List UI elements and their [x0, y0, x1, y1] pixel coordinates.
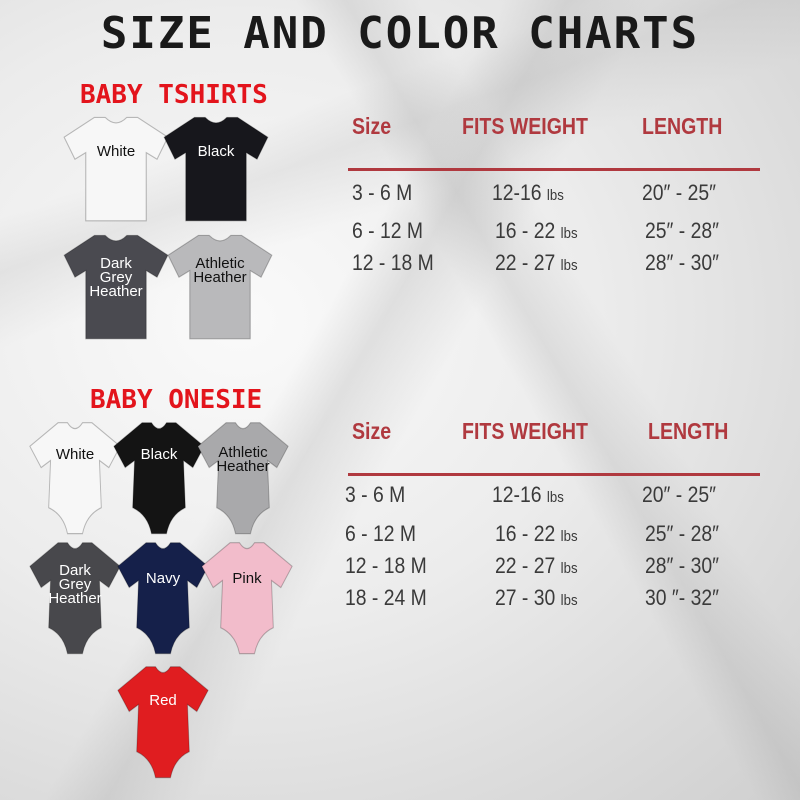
weight-cell: 22 - 27 lbs	[495, 250, 578, 276]
onesie-shape-icon	[201, 542, 293, 655]
weight-cell: 16 - 22 lbs	[495, 218, 578, 244]
unit-label: lbs	[546, 187, 564, 204]
color-label: Black	[140, 446, 178, 463]
size-cell: 6 - 12 M	[352, 218, 423, 244]
color-label: Navy	[145, 570, 181, 587]
cell-value: 25″ - 28″	[645, 218, 719, 243]
unit-label: lbs	[560, 592, 578, 609]
cell-value: 12 - 18 M	[352, 250, 434, 275]
color-label: Pink	[232, 570, 262, 587]
color-label: Dark Grey Heather	[89, 255, 143, 300]
size-cell: 12 - 18 M	[345, 553, 427, 579]
color-label: Black	[197, 143, 235, 160]
length-cell: 20″ - 25″	[642, 482, 716, 508]
onesie-shape-icon	[117, 666, 209, 779]
weight-cell: 12-16 lbs	[492, 482, 564, 508]
cell-value: 30 ″- 32″	[645, 585, 719, 610]
color-label: Red	[149, 692, 177, 709]
cell-value: 12-16	[492, 180, 542, 205]
cell-value: 20″ - 25″	[642, 482, 716, 507]
column-header: Size	[352, 418, 392, 444]
color-label: Athletic Heather	[193, 255, 247, 286]
onesie-shape-icon	[29, 422, 121, 535]
cell-value: 3 - 6 M	[352, 180, 413, 205]
column-header: Size	[352, 113, 392, 139]
onesie-shape-icon	[113, 422, 205, 535]
weight-cell: 16 - 22 lbs	[495, 521, 578, 547]
tshirt-shape-icon	[63, 234, 169, 340]
onesie-black: Black	[112, 418, 206, 536]
length-cell: 28″ - 30″	[645, 250, 719, 276]
cell-value: 18 - 24 M	[345, 585, 427, 610]
cell-value: 16 - 22	[495, 218, 556, 243]
cell-value: 22 - 27	[495, 250, 556, 275]
column-header: LENGTH	[648, 418, 729, 444]
cell-value: 12 - 18 M	[345, 553, 427, 578]
cell-value: 28″ - 30″	[645, 553, 719, 578]
onesies-heading: BABY ONESIE	[90, 385, 263, 415]
cell-value: 3 - 6 M	[345, 482, 406, 507]
page-title: SIZE AND COLOR CHARTS	[100, 8, 700, 59]
cell-value: 25″ - 28″	[645, 521, 719, 546]
weight-cell: 27 - 30 lbs	[495, 585, 578, 611]
size-cell: 3 - 6 M	[345, 482, 405, 508]
color-label: White	[96, 143, 136, 160]
tshirt-shape-icon	[63, 116, 169, 222]
header-divider	[348, 473, 760, 476]
onesie-white: White	[28, 418, 122, 536]
unit-label: lbs	[560, 528, 578, 545]
tshirt-dark-grey-heather: Dark Grey Heather	[62, 231, 170, 341]
tshirt-black: Black	[162, 113, 270, 223]
onesie-dark-grey-heather: Dark Grey Heather	[28, 538, 122, 656]
onesie-shape-icon	[29, 542, 121, 655]
size-cell: 6 - 12 M	[345, 521, 416, 547]
tshirts-heading: BABY TSHIRTS	[80, 80, 268, 110]
onesie-shape-icon	[197, 422, 289, 535]
header-divider	[348, 168, 760, 171]
unit-label: lbs	[560, 225, 578, 242]
onesie-shape-icon	[117, 542, 209, 655]
onesie-navy: Navy	[116, 538, 210, 656]
cell-value: 20″ - 25″	[642, 180, 716, 205]
onesie-red: Red	[116, 662, 210, 780]
size-cell: 12 - 18 M	[352, 250, 434, 276]
color-label: Athletic Heather	[216, 444, 270, 475]
tshirt-athletic-heather: Athletic Heather	[166, 231, 274, 341]
unit-label: lbs	[560, 560, 578, 577]
unit-label: lbs	[546, 489, 564, 506]
cell-value: 22 - 27	[495, 553, 556, 578]
cell-value: 28″ - 30″	[645, 250, 719, 275]
unit-label: lbs	[560, 257, 578, 274]
column-header: FITS WEIGHT	[462, 113, 588, 139]
column-header: LENGTH	[642, 113, 723, 139]
length-cell: 28″ - 30″	[645, 553, 719, 579]
cell-value: 16 - 22	[495, 521, 556, 546]
length-cell: 25″ - 28″	[645, 218, 719, 244]
color-label: White	[55, 446, 95, 463]
column-header: FITS WEIGHT	[462, 418, 588, 444]
cell-value: 6 - 12 M	[352, 218, 424, 243]
onesie-athletic-heather: Athletic Heather	[196, 418, 290, 536]
size-cell: 18 - 24 M	[345, 585, 427, 611]
onesie-pink: Pink	[200, 538, 294, 656]
tshirt-shape-icon	[163, 116, 269, 222]
size-cell: 3 - 6 M	[352, 180, 412, 206]
length-cell: 20″ - 25″	[642, 180, 716, 206]
weight-cell: 12-16 lbs	[492, 180, 564, 206]
cell-value: 12-16	[492, 482, 542, 507]
tshirt-white: White	[62, 113, 170, 223]
length-cell: 30 ″- 32″	[645, 585, 719, 611]
length-cell: 25″ - 28″	[645, 521, 719, 547]
cell-value: 27 - 30	[495, 585, 556, 610]
cell-value: 6 - 12 M	[345, 521, 417, 546]
color-label: Dark Grey Heather	[48, 562, 102, 607]
weight-cell: 22 - 27 lbs	[495, 553, 578, 579]
tshirt-shape-icon	[167, 234, 273, 340]
